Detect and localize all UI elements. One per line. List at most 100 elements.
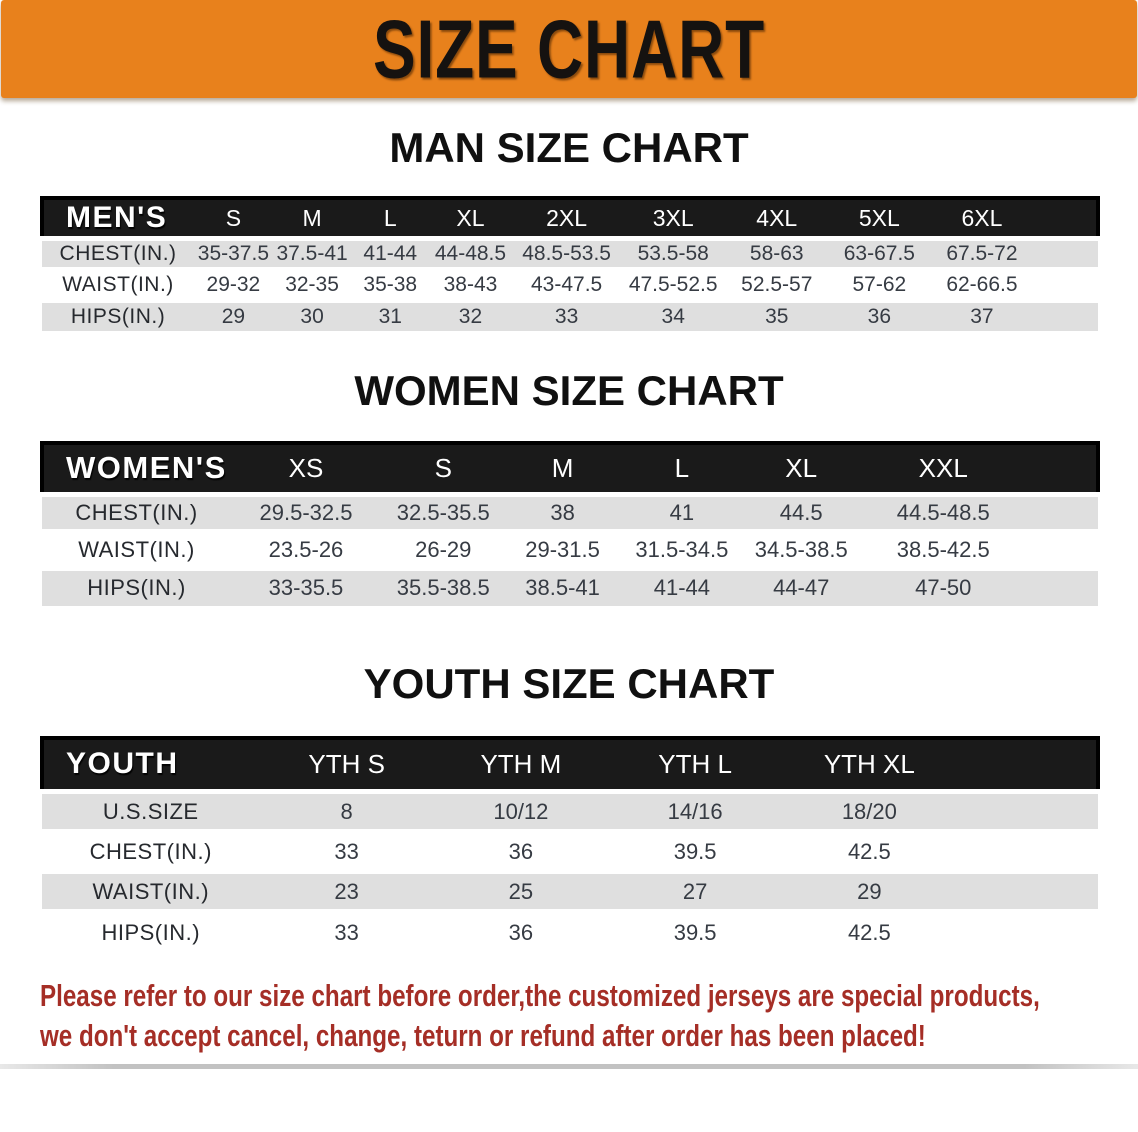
size-value-cell: 39.5 [608, 829, 783, 872]
size-value-cell: 29-32 [194, 267, 273, 301]
table-row: WAIST(IN.) 23.5-26 26-29 29-31.5 31.5-34.5 34… [42, 529, 1098, 569]
size-value-cell: 44-48.5 [429, 236, 512, 270]
size-column-header: 3XL [621, 196, 725, 241]
size-value-cell: 26-29 [380, 529, 506, 569]
header-filler-cell [1033, 196, 1101, 241]
size-value-cell: 42.5 [782, 909, 957, 952]
size-value-cell: 42.5 [782, 829, 957, 872]
size-value-cell: 53.5-58 [621, 236, 725, 270]
size-value-cell: 32-35 [272, 267, 352, 301]
table-header-label: WOMEN'S [39, 440, 232, 497]
size-value-cell: 33-35.5 [231, 566, 381, 606]
size-value-cell: 33 [259, 829, 434, 872]
size-chart-page: SIZE CHART MAN SIZE CHART MEN'S S M L XL 2XL 3X… [0, 0, 1138, 1069]
size-column-header: XXL [858, 440, 1029, 497]
size-value-cell: 35-37.5 [194, 236, 273, 270]
size-value-cell: 29 [782, 869, 957, 912]
size-table-men: MEN'S S M L XL 2XL 3XL 4XL 5XL 6XL CHEST(IN.) 35-37… [39, 196, 1101, 331]
size-value-cell: 32.5-35.5 [380, 492, 506, 532]
size-column-header: S [380, 440, 506, 497]
table-header-row: YOUTH YTH S YTH M YTH L YTH XL [40, 735, 1100, 794]
size-value-cell: 67.5-72 [930, 236, 1034, 270]
size-column-header: M [272, 196, 352, 241]
size-chart-sections: MAN SIZE CHART MEN'S S M L XL 2XL 3XL 4XL 5XL 6XL C… [0, 124, 1138, 952]
header-filler-cell [1028, 440, 1100, 497]
table-row: CHEST(IN.) 29.5-32.5 32.5-35.5 38 41 44.5 44.5… [42, 492, 1098, 532]
section-women: WOMEN SIZE CHART WOMEN'S XS S M L XL XXL CHEST(I… [0, 367, 1138, 606]
disclaimer-line-2: we don't accept cancel, change, teturn o… [40, 1017, 926, 1053]
bottom-divider [0, 1063, 1138, 1069]
size-value-cell: 34 [621, 298, 725, 331]
size-value-cell: 36 [433, 909, 608, 952]
table-row: WAIST(IN.) 29-32 32-35 35-38 38-43 43-47.5 47.… [42, 267, 1098, 301]
size-value-cell: 31 [351, 298, 430, 331]
size-value-cell: 58-63 [724, 236, 829, 270]
row-filler-cell [1028, 529, 1098, 569]
size-value-cell: 41-44 [619, 566, 745, 606]
size-column-header: M [505, 440, 620, 497]
section-heading-men: MAN SIZE CHART [389, 124, 749, 171]
row-filler-cell [956, 789, 1098, 832]
size-column-header: XL [429, 196, 512, 241]
row-label-cell: WAIST(IN.) [42, 529, 232, 569]
row-filler-cell [1033, 267, 1098, 301]
size-value-cell: 44-47 [744, 566, 859, 606]
section-men: MAN SIZE CHART MEN'S S M L XL 2XL 3XL 4XL 5XL 6XL C… [0, 124, 1138, 331]
banner-title: SIZE CHART [373, 1, 765, 96]
size-column-header: YTH S [259, 735, 434, 794]
size-value-cell: 29.5-32.5 [231, 492, 381, 532]
size-value-cell: 52.5-57 [724, 267, 829, 301]
row-label-cell: HIPS(IN.) [42, 566, 232, 606]
row-filler-cell [1033, 236, 1098, 270]
table-header-row: WOMEN'S XS S M L XL XXL [39, 440, 1100, 497]
table-row: HIPS(IN.) 33-35.5 35.5-38.5 38.5-41 41-44 44-… [42, 566, 1098, 606]
section-youth: YOUTH SIZE CHART YOUTH YTH S YTH M YTH L YTH … [0, 660, 1138, 952]
size-chart-banner: SIZE CHART [1, 0, 1137, 98]
table-header-row: MEN'S S M L XL 2XL 3XL 4XL 5XL 6XL [39, 196, 1101, 241]
row-label-cell: WAIST(IN.) [42, 869, 260, 912]
row-label-cell: CHEST(IN.) [42, 236, 195, 270]
size-value-cell: 48.5-53.5 [511, 236, 622, 270]
table-row: WAIST(IN.) 23 25 27 29 [42, 869, 1098, 912]
size-value-cell: 37 [930, 298, 1034, 331]
row-label-cell: CHEST(IN.) [42, 492, 232, 532]
size-value-cell: 30 [272, 298, 352, 331]
size-value-cell: 33 [259, 909, 434, 952]
size-value-cell: 57-62 [828, 267, 931, 301]
size-value-cell: 25 [433, 869, 608, 912]
size-value-cell: 37.5-41 [272, 236, 352, 270]
size-value-cell: 18/20 [782, 789, 957, 832]
size-value-cell: 44.5-48.5 [858, 492, 1029, 532]
size-value-cell: 38.5-42.5 [858, 529, 1029, 569]
size-value-cell: 33 [511, 298, 622, 331]
size-column-header: L [619, 440, 745, 497]
size-value-cell: 32 [429, 298, 512, 331]
disclaimer-line-1: Please refer to our size chart before or… [40, 977, 1040, 1013]
size-value-cell: 43-47.5 [511, 267, 622, 301]
size-value-cell: 41 [619, 492, 745, 532]
row-filler-cell [956, 869, 1098, 912]
row-filler-cell [1033, 298, 1098, 331]
size-column-header: 6XL [930, 196, 1034, 241]
size-value-cell: 27 [608, 869, 783, 912]
table-header-label: YOUTH [40, 735, 260, 794]
row-filler-cell [1028, 566, 1098, 606]
size-column-header: 4XL [724, 196, 829, 241]
row-label-cell: WAIST(IN.) [42, 267, 195, 301]
size-column-header: XL [744, 440, 859, 497]
size-column-header: 2XL [511, 196, 622, 241]
size-value-cell: 62-66.5 [930, 267, 1034, 301]
row-label-cell: U.S.SIZE [42, 789, 260, 832]
size-column-header: XS [231, 440, 381, 497]
header-filler-cell [956, 735, 1100, 794]
table-row: U.S.SIZE 8 10/12 14/16 18/20 [42, 789, 1098, 832]
row-filler-cell [956, 829, 1098, 872]
disclaimer: Please refer to our size chart before or… [40, 976, 1138, 1056]
size-table-youth: YOUTH YTH S YTH M YTH L YTH XL U.S.SIZE 8 10/12… [40, 735, 1100, 952]
size-value-cell: 38-43 [429, 267, 512, 301]
row-label-cell: HIPS(IN.) [42, 298, 195, 331]
size-column-header: S [194, 196, 273, 241]
size-column-header: YTH L [608, 735, 783, 794]
size-value-cell: 31.5-34.5 [619, 529, 745, 569]
size-value-cell: 10/12 [433, 789, 608, 832]
